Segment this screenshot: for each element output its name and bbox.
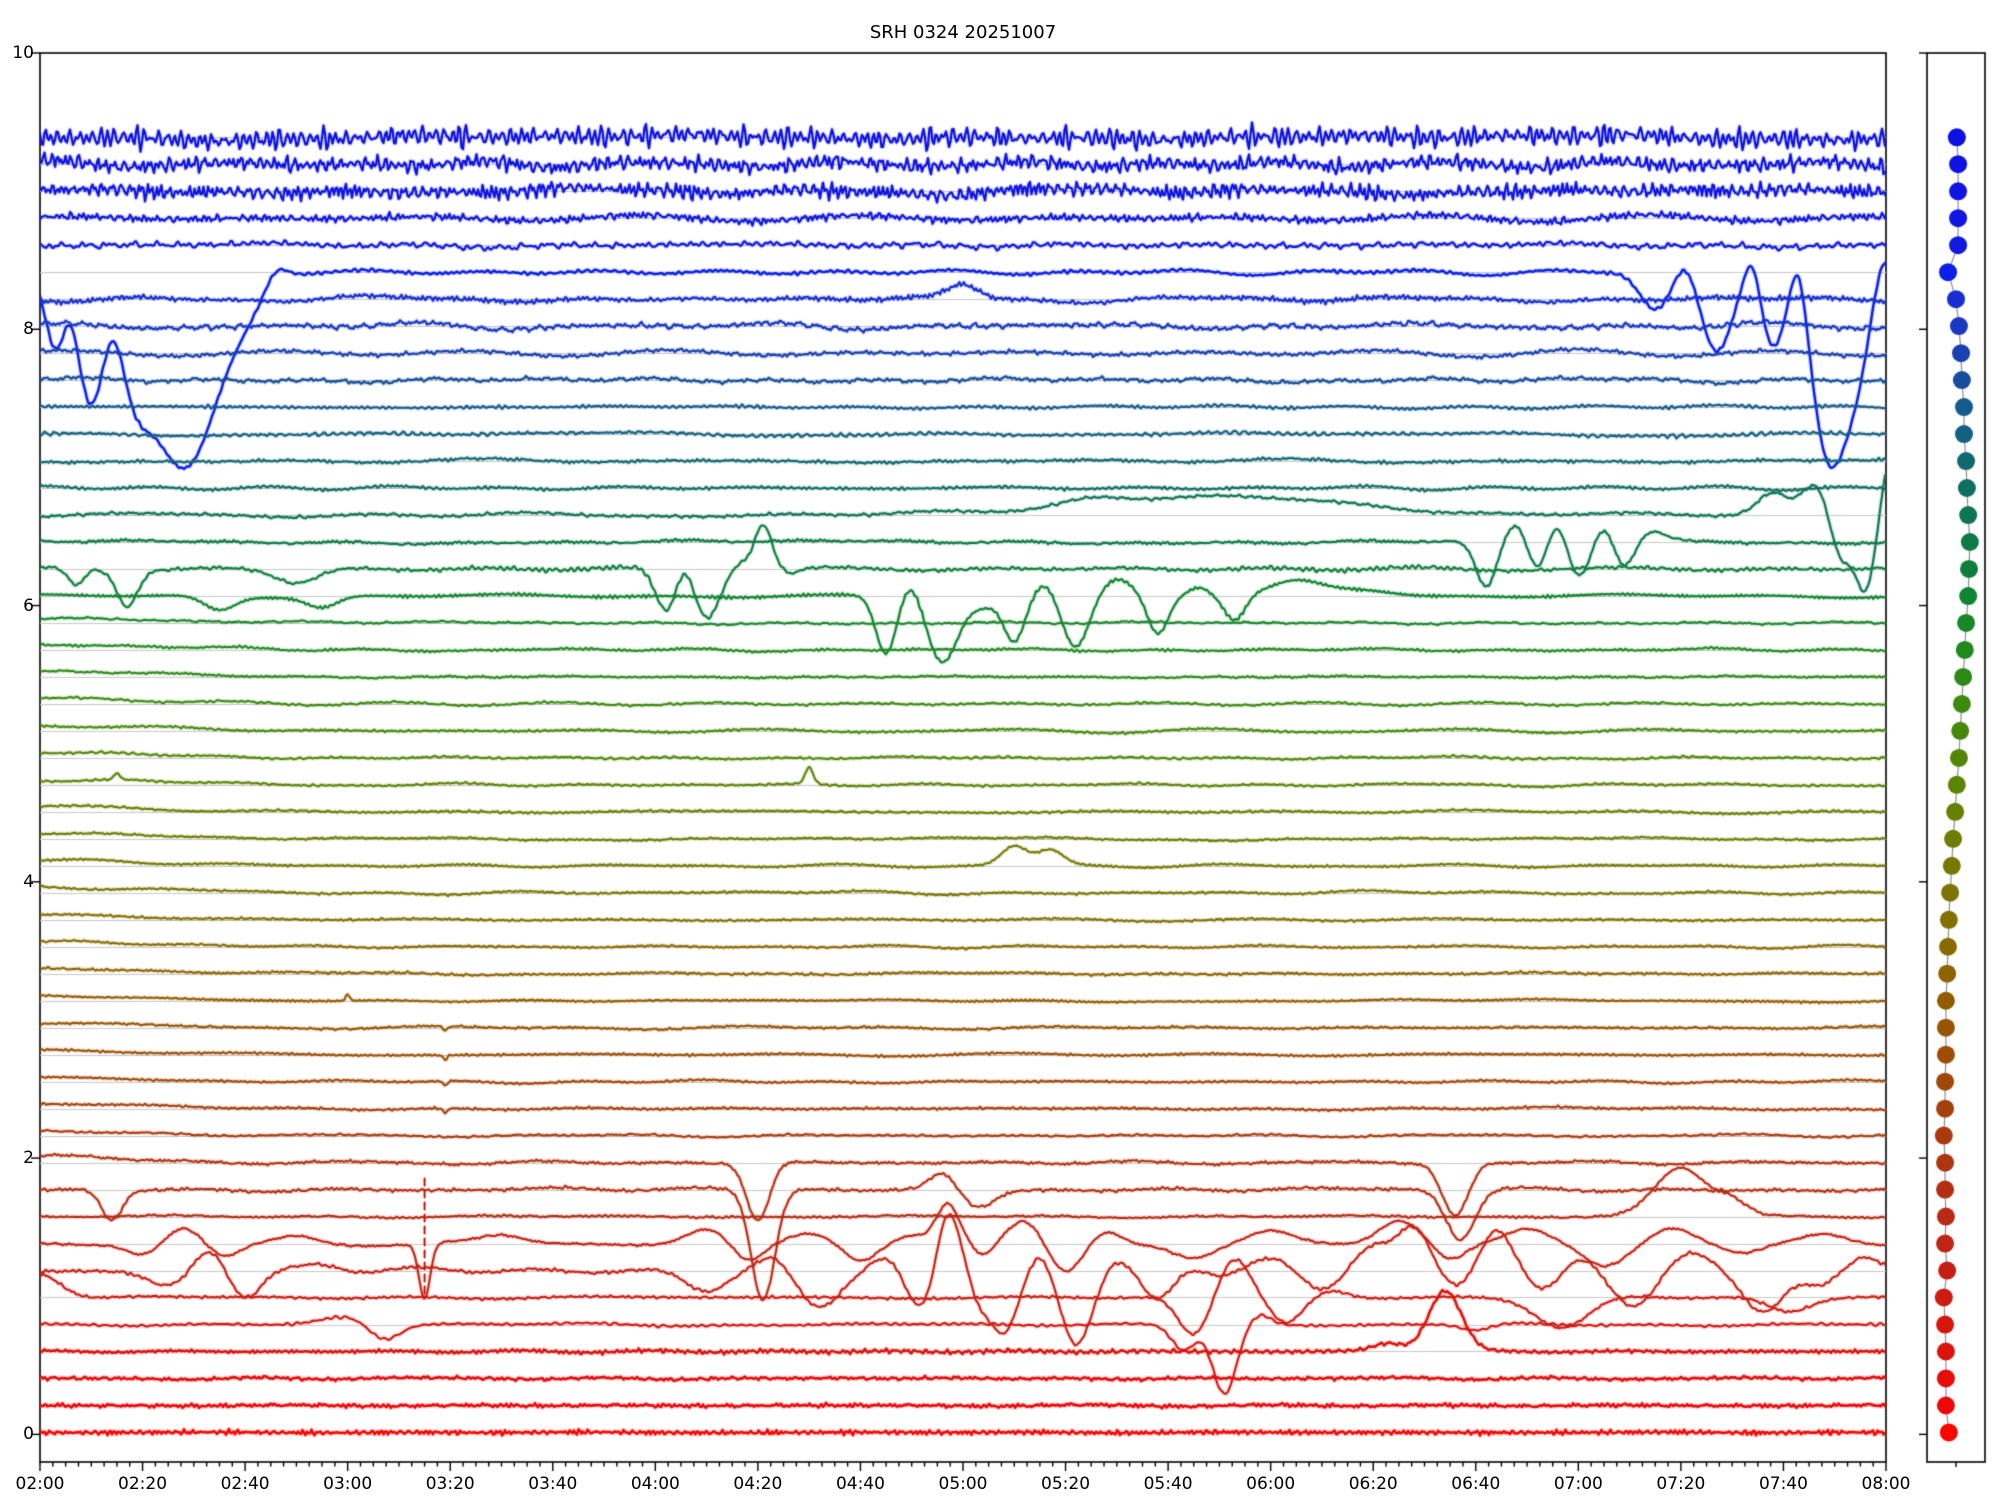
x-tick-label: 08:00 (1861, 1474, 1911, 1494)
x-tick-label: 03:20 (425, 1474, 475, 1494)
x-tick-label: 07:00 (1553, 1474, 1603, 1494)
x-tick-label: 02:00 (15, 1474, 65, 1494)
x-tick-label: 07:40 (1758, 1474, 1808, 1494)
x-tick-label: 04:00 (630, 1474, 680, 1494)
y-tick-label: 2 (23, 1148, 34, 1169)
y-tick-label: 6 (23, 595, 34, 616)
x-tick-label: 06:20 (1348, 1474, 1398, 1494)
x-tick-label: 06:00 (1246, 1474, 1296, 1494)
x-tick-label: 02:20 (118, 1474, 168, 1494)
chart-title: SRH 0324 20251007 (869, 22, 1057, 43)
x-tick-label: 06:40 (1451, 1474, 1501, 1494)
y-tick-label: 8 (23, 319, 34, 340)
x-tick-label: 05:40 (1143, 1474, 1193, 1494)
y-tick-label: 10 (12, 43, 34, 63)
y-tick-label: 0 (23, 1424, 34, 1445)
x-tick-label: 03:00 (323, 1474, 373, 1494)
x-tick-label: 05:20 (1041, 1474, 1091, 1494)
x-tick-label: 03:40 (528, 1474, 578, 1494)
y-tick-label: 4 (23, 871, 34, 892)
x-tick-label: 07:20 (1656, 1474, 1706, 1494)
x-tick-label: 04:40 (835, 1474, 885, 1494)
x-tick-label: 02:40 (220, 1474, 270, 1494)
x-tick-label: 05:00 (938, 1474, 988, 1494)
x-tick-label: 04:20 (733, 1474, 783, 1494)
